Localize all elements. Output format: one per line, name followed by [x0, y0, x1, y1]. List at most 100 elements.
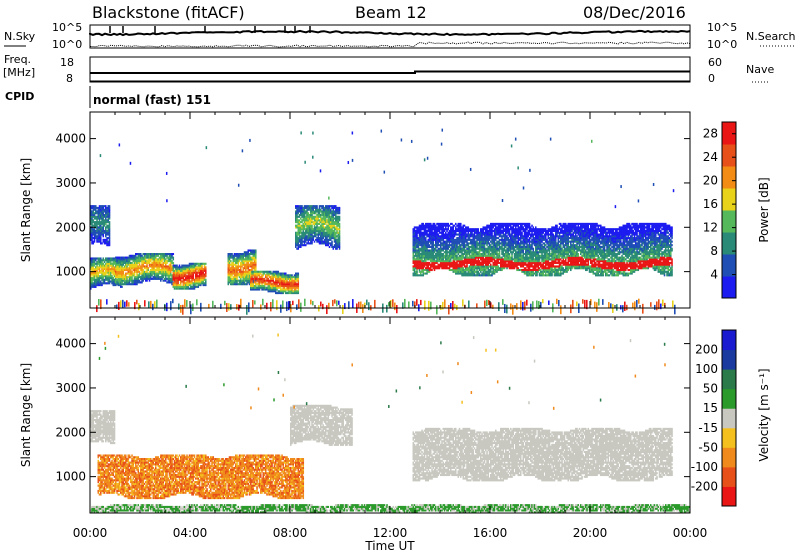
- power-cell: [92, 257, 95, 260]
- power-cell: [498, 253, 501, 256]
- power-cell: [136, 283, 138, 286]
- power-cell: [190, 262, 192, 265]
- power-cell: [488, 251, 491, 254]
- power-cell: [108, 237, 111, 240]
- power-cell: [133, 267, 136, 270]
- power-cell: [338, 208, 341, 211]
- power-cell: [93, 224, 96, 227]
- power-cell: [97, 260, 100, 264]
- power-cell: [115, 283, 117, 286]
- power-cell: [115, 279, 117, 282]
- power-cell: [116, 268, 118, 272]
- power-cell: [101, 266, 103, 269]
- power-cell: [138, 281, 141, 284]
- power-cell: [93, 257, 96, 260]
- power-cell: [455, 253, 457, 256]
- power-cell: [91, 233, 93, 236]
- power-cell: [461, 265, 463, 268]
- power-cell: [112, 276, 115, 280]
- power-cell: [162, 272, 165, 275]
- power-cell: [240, 277, 242, 280]
- power-cell: [191, 264, 193, 267]
- power-cell: [92, 208, 95, 211]
- power-cell: [187, 280, 190, 283]
- power-cell: [111, 266, 113, 269]
- power-cell: [180, 268, 182, 271]
- power-cell: [116, 283, 118, 286]
- power-cell: [492, 226, 495, 229]
- power-cell: [143, 267, 146, 270]
- power-cell: [295, 281, 297, 284]
- power-cell: [102, 280, 105, 283]
- power-cell: [157, 270, 160, 273]
- power-cell: [471, 231, 473, 234]
- power-cell: [193, 285, 196, 288]
- power-cell: [160, 256, 162, 259]
- power-cell: [111, 268, 113, 271]
- power-cell: [106, 212, 108, 215]
- power-cell: [108, 244, 111, 247]
- power-cell: [192, 282, 195, 285]
- power-cell: [276, 283, 278, 286]
- power-cell: [143, 256, 146, 259]
- power-cell: [168, 256, 171, 259]
- power-cell: [92, 276, 95, 280]
- power-cell: [97, 259, 100, 262]
- power-cell: [100, 222, 102, 225]
- power-cell: [110, 268, 112, 271]
- power-cell: [93, 229, 96, 233]
- power-cell: [463, 242, 466, 245]
- power-cell: [161, 268, 163, 272]
- power-cell: [501, 245, 503, 248]
- power-cell: [466, 240, 468, 243]
- power-cell: [173, 280, 176, 283]
- power-cell: [141, 261, 143, 264]
- power-cell: [442, 231, 445, 234]
- power-cell: [118, 256, 121, 259]
- power-cell: [238, 260, 241, 263]
- power-cell: [90, 222, 92, 225]
- power-cell: [160, 277, 162, 280]
- power-cell: [132, 263, 135, 266]
- power-cell: [170, 260, 172, 263]
- power-cell: [326, 237, 328, 240]
- power-cell: [168, 274, 171, 277]
- power-cell: [175, 276, 177, 280]
- power-cell: [143, 254, 146, 257]
- power-cell: [155, 276, 157, 279]
- power-cell: [92, 282, 95, 285]
- power-cell: [113, 266, 116, 269]
- power-cell: [255, 267, 257, 270]
- power-cell: [165, 263, 167, 266]
- power-cell: [147, 254, 150, 257]
- power-cell: [121, 260, 123, 263]
- power-cell: [98, 215, 101, 218]
- power-cell: [122, 270, 125, 273]
- power-cell: [458, 242, 461, 245]
- power-cell: [91, 231, 93, 234]
- power-cell: [91, 268, 93, 271]
- power-cell: [135, 277, 137, 280]
- power-cell: [123, 268, 126, 272]
- power-cell: [100, 275, 102, 278]
- power-cell: [176, 264, 178, 267]
- power-cell: [131, 283, 133, 286]
- power-cell: [228, 265, 231, 268]
- power-cell: [100, 269, 102, 272]
- power-cell: [146, 253, 148, 256]
- power-cell: [101, 275, 103, 278]
- power-cell: [91, 219, 93, 222]
- power-cell: [158, 256, 161, 259]
- power-cell: [301, 242, 303, 245]
- power-cell: [168, 268, 171, 272]
- power-cell: [123, 276, 126, 279]
- power-cell: [133, 279, 136, 282]
- power-cell: [205, 268, 207, 271]
- power-cell: [127, 267, 130, 270]
- power-cell: [426, 247, 428, 250]
- power-cell: [177, 285, 180, 288]
- power-cell: [181, 269, 183, 272]
- power-cell: [312, 237, 315, 240]
- power-cell: [191, 273, 193, 276]
- power-cell: [153, 261, 156, 264]
